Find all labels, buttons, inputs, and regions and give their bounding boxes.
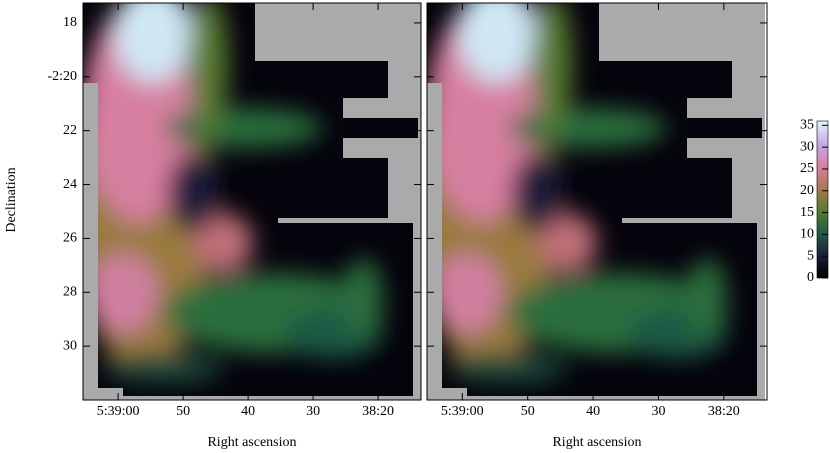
colorbar-tick-label: 25 — [800, 161, 814, 176]
y-tick-label: 18 — [63, 15, 77, 30]
colorbar-tick-label: 35 — [800, 118, 814, 133]
x-tick-label: 40 — [241, 404, 255, 419]
y-tick-label: 28 — [63, 284, 77, 299]
map-panel — [417, 0, 765, 400]
y-tick-label: 26 — [63, 231, 77, 246]
x-tick-label: 5:39:00 — [441, 404, 484, 419]
colorbar-tick-label: 15 — [800, 205, 814, 220]
x-tick-label: 40 — [586, 404, 600, 419]
x-tick-label: 5:39:00 — [97, 404, 140, 419]
y-axis-label: Declination — [4, 167, 19, 232]
x-tick-label: 50 — [176, 404, 190, 419]
colorbar-tick-label: 30 — [800, 139, 814, 154]
x-tick-label: 38:20 — [362, 404, 394, 419]
y-tick-label: 24 — [63, 177, 77, 192]
x-tick-label: 30 — [306, 404, 320, 419]
colorbar-tick-label: 5 — [807, 248, 814, 263]
colorbar-tick-label: 10 — [800, 227, 814, 242]
x-tick-label: 50 — [521, 404, 535, 419]
x-axis-label: Right ascension — [552, 435, 641, 450]
colorbar-tick-label: 20 — [800, 183, 814, 198]
colorbar — [816, 120, 829, 279]
panel-frame — [426, 2, 768, 401]
y-tick-label: 22 — [63, 123, 77, 138]
x-tick-label: 30 — [651, 404, 665, 419]
x-axis-label: Right ascension — [207, 435, 296, 450]
y-tick-label: -2:20 — [47, 69, 77, 84]
colorbar-tick-label: 0 — [807, 270, 814, 285]
map-panel — [73, 0, 421, 400]
x-tick-label: 38:20 — [708, 404, 740, 419]
y-tick-label: 30 — [63, 338, 77, 353]
panel-frame — [82, 2, 422, 401]
